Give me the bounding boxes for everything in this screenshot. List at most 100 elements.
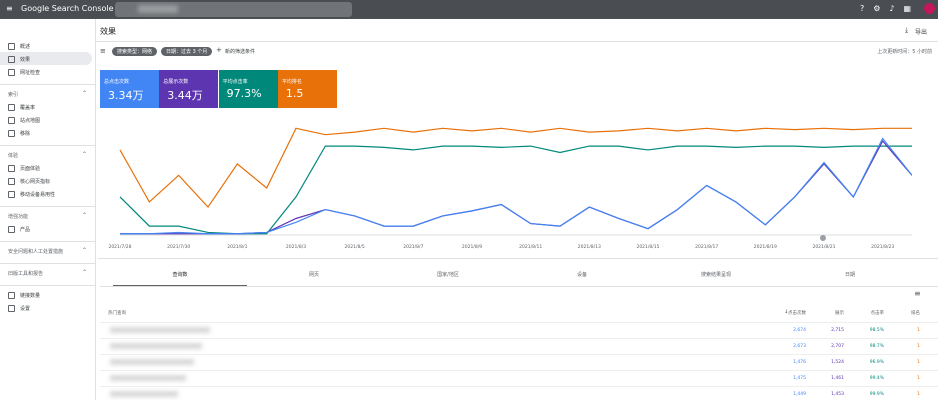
divider bbox=[0, 285, 95, 286]
nav-item[interactable]: 站点地图 bbox=[20, 118, 41, 124]
nav-icon bbox=[8, 165, 15, 172]
cell: 2,674 bbox=[793, 328, 806, 333]
metric-label: 平均点击率 bbox=[222, 79, 248, 85]
row-divider bbox=[100, 370, 938, 371]
cell: 1,476 bbox=[793, 360, 806, 365]
metric-card[interactable] bbox=[100, 70, 159, 108]
nav-selected-bg bbox=[0, 52, 92, 65]
x-tick-label: 2021/8/13 bbox=[578, 244, 601, 250]
nav-heading[interactable]: 索引 bbox=[8, 92, 19, 98]
filter-chip[interactable]: 日期：过去 3 个月 bbox=[161, 47, 213, 56]
product-name: Google Search Console bbox=[21, 4, 114, 13]
col-header[interactable]: 展示 bbox=[835, 311, 844, 316]
nav-heading[interactable]: 体验 bbox=[8, 153, 19, 159]
col-header[interactable]: 排名 bbox=[911, 311, 920, 316]
nav-heading[interactable]: 安全问题和人工处置措施 bbox=[8, 249, 64, 255]
tab[interactable]: 日期 bbox=[844, 272, 855, 278]
row-divider bbox=[100, 386, 938, 387]
metric-value: 1.5 bbox=[285, 87, 304, 100]
filter-chip[interactable]: 搜索类型：网络 bbox=[112, 47, 158, 56]
tab[interactable]: 网页 bbox=[308, 272, 319, 278]
export-button[interactable]: 导出 bbox=[915, 29, 928, 36]
nav-item[interactable]: 网址检查 bbox=[20, 70, 41, 76]
x-tick-label: 2021/8/15 bbox=[636, 244, 659, 250]
tab[interactable]: 国家/地区 bbox=[437, 272, 459, 278]
metric-label: 总点击次数 bbox=[104, 79, 130, 85]
x-tick-label: 2021/8/7 bbox=[403, 244, 423, 250]
new-filter[interactable]: 新的筛选条件 bbox=[225, 49, 256, 55]
divider bbox=[0, 84, 95, 85]
tab-indicator bbox=[113, 285, 247, 286]
cell: 99.4% bbox=[869, 376, 884, 381]
nav-item[interactable]: 覆盖率 bbox=[20, 105, 36, 111]
metric-label: 总展示次数 bbox=[163, 79, 189, 85]
series-line bbox=[120, 137, 912, 235]
row-divider bbox=[100, 338, 938, 339]
chart: 2021/7/28 2021/7/30 2021/8/1 2021/8/3 2021/8… bbox=[108, 127, 912, 250]
cell: 1 bbox=[917, 360, 920, 365]
cell: 1 bbox=[917, 376, 920, 381]
nav-item[interactable]: 移动设备易用性 bbox=[20, 192, 56, 198]
nav-item[interactable]: 概述 bbox=[20, 44, 31, 50]
divider bbox=[0, 206, 95, 207]
x-tick-label: 2021/8/1 bbox=[227, 244, 247, 250]
x-tick-label: 2021/7/28 bbox=[108, 244, 131, 250]
x-tick-label: 2021/7/30 bbox=[167, 244, 190, 250]
row-divider bbox=[100, 354, 938, 355]
cell: 2,715 bbox=[831, 328, 844, 333]
blurred-query bbox=[110, 327, 210, 333]
nav-item[interactable]: 产品 bbox=[20, 227, 31, 233]
nav-icon bbox=[8, 43, 15, 50]
chevron: ⌃ bbox=[82, 212, 88, 219]
metric-card[interactable] bbox=[159, 70, 219, 108]
nav-icon bbox=[8, 117, 15, 124]
tab[interactable]: 设备 bbox=[576, 272, 587, 278]
sidebar bbox=[0, 19, 96, 400]
cell: 1,475 bbox=[793, 376, 806, 381]
row-divider bbox=[100, 322, 938, 323]
avatar[interactable] bbox=[924, 3, 935, 14]
blurred-text bbox=[138, 5, 178, 13]
x-tick-label: 2021/8/19 bbox=[754, 244, 777, 250]
add-icon: + bbox=[216, 46, 222, 54]
series-line bbox=[119, 145, 912, 235]
metric-card[interactable] bbox=[277, 70, 337, 108]
blurred-query bbox=[110, 375, 186, 381]
top-icons: ?⚙♪▦ bbox=[860, 4, 921, 13]
nav-icon bbox=[8, 191, 15, 198]
chevron: ⌃ bbox=[82, 247, 88, 254]
col-header[interactable]: 点击次数 bbox=[788, 311, 806, 316]
table-filter[interactable]: ≡ bbox=[914, 289, 921, 298]
cell: 2,707 bbox=[831, 344, 844, 349]
nav-item[interactable]: 移除 bbox=[20, 131, 31, 137]
nav-item[interactable]: 设置 bbox=[20, 306, 31, 312]
nav-icon bbox=[8, 292, 15, 299]
col-header[interactable]: 点击率 bbox=[870, 311, 885, 316]
sort-arrow: ↓ bbox=[784, 309, 789, 315]
menu-icon[interactable]: ≡ bbox=[6, 4, 13, 13]
nav-item[interactable]: 链接数量 bbox=[20, 293, 41, 299]
cell: 1 bbox=[917, 392, 920, 397]
nav-item[interactable]: 核心网页指标 bbox=[20, 179, 51, 185]
metric-card[interactable] bbox=[218, 70, 278, 108]
tab[interactable]: 搜索结果呈现 bbox=[700, 272, 731, 278]
nav-item[interactable]: 页面体验 bbox=[20, 166, 41, 172]
nav-heading[interactable]: 增强功能 bbox=[8, 214, 29, 220]
nav-heading[interactable]: 旧版工具和报告 bbox=[8, 271, 44, 277]
x-tick-label: 2021/8/5 bbox=[345, 244, 365, 250]
cell: 2,673 bbox=[793, 344, 806, 349]
divider bbox=[0, 145, 95, 146]
cell: 96.9% bbox=[869, 360, 884, 365]
nav-item[interactable]: 效果 bbox=[20, 57, 31, 63]
blurred-query bbox=[110, 391, 178, 397]
x-tick-label: 2021/8/11 bbox=[519, 244, 542, 250]
export-icon: ⤓ bbox=[905, 26, 909, 34]
chart-card-border bbox=[98, 68, 938, 259]
cell: 98.5% bbox=[869, 328, 884, 333]
tab[interactable]: 查询数 bbox=[172, 272, 188, 278]
nav-icon bbox=[8, 226, 15, 233]
chevron: ⌃ bbox=[82, 269, 88, 276]
chevron: ⌃ bbox=[82, 90, 88, 97]
col-header: 热门查询 bbox=[108, 311, 126, 316]
